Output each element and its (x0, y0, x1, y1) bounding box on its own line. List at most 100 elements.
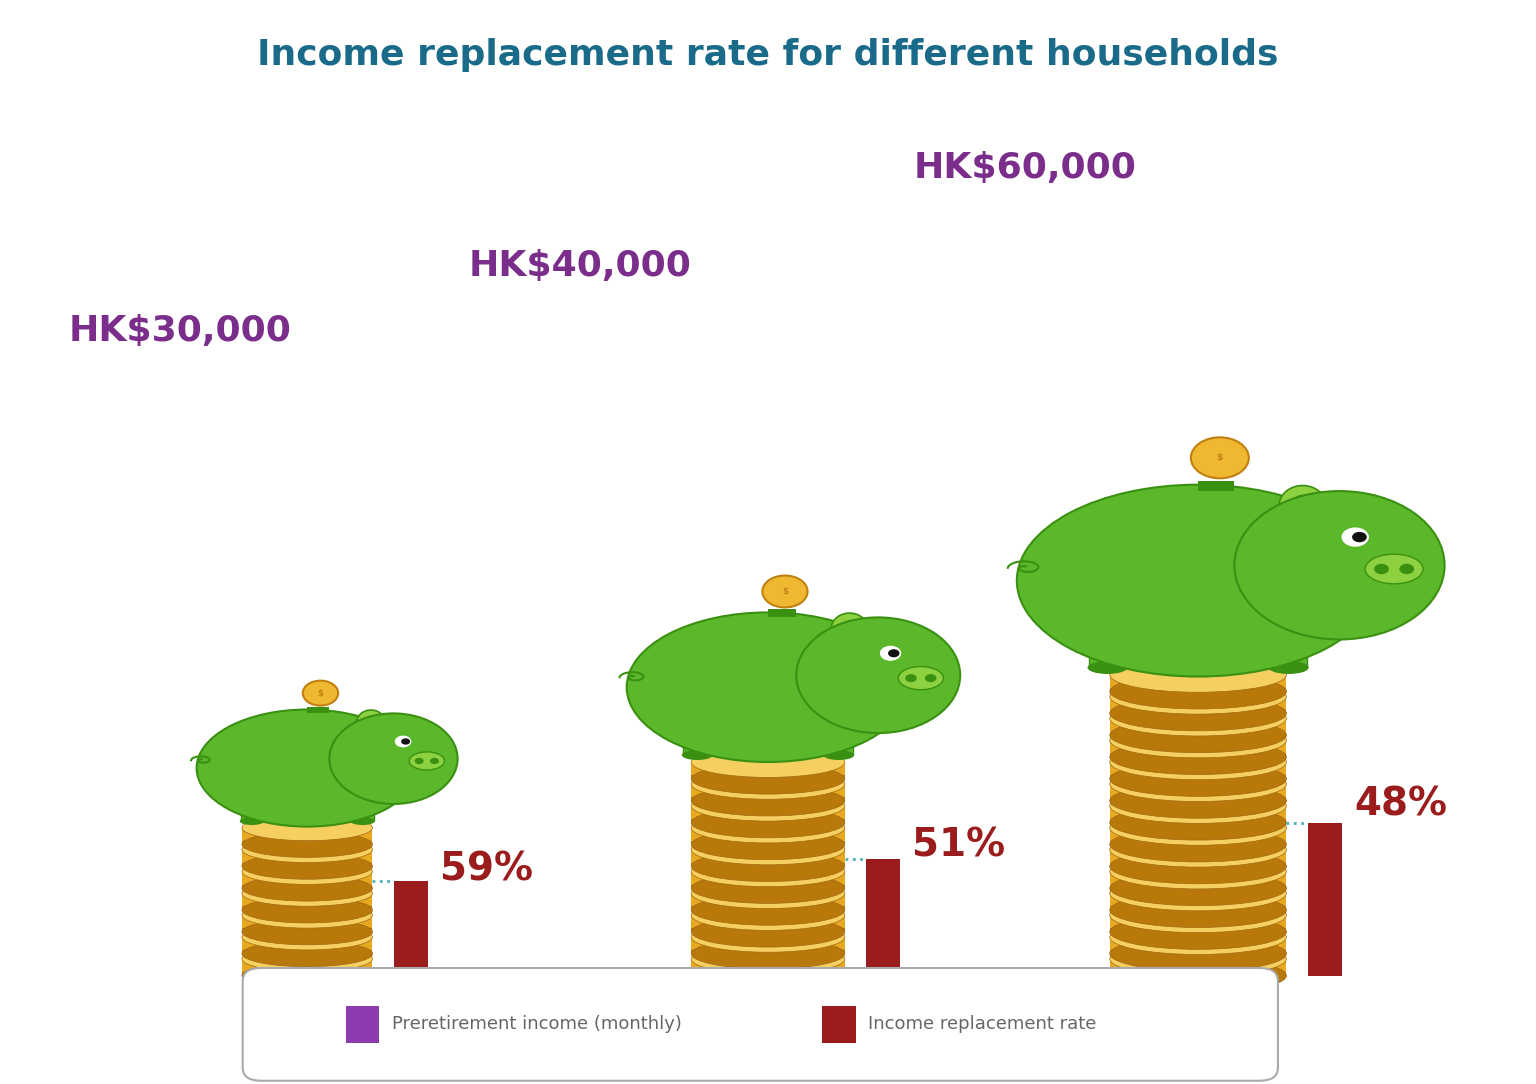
Text: $: $ (1217, 453, 1223, 462)
Ellipse shape (691, 895, 845, 926)
Circle shape (905, 674, 917, 682)
Ellipse shape (777, 750, 809, 760)
Bar (352, 796, 373, 822)
Text: $: $ (782, 586, 788, 596)
Polygon shape (1109, 775, 1287, 779)
Text: Preretirement income (monthly): Preretirement income (monthly) (392, 1016, 682, 1033)
Ellipse shape (1109, 745, 1286, 779)
Ellipse shape (243, 853, 372, 879)
Circle shape (430, 758, 439, 764)
Polygon shape (1109, 710, 1287, 713)
Bar (684, 723, 711, 756)
Circle shape (395, 736, 412, 747)
Ellipse shape (691, 764, 845, 795)
Ellipse shape (243, 837, 372, 863)
Bar (1212, 627, 1249, 668)
Bar (1089, 627, 1126, 668)
Polygon shape (1109, 915, 1287, 932)
Polygon shape (691, 950, 845, 954)
Circle shape (762, 576, 808, 607)
Bar (1270, 627, 1307, 668)
Ellipse shape (691, 747, 845, 777)
Ellipse shape (691, 873, 845, 903)
Ellipse shape (899, 667, 943, 689)
Polygon shape (1109, 732, 1287, 735)
Bar (346, 1006, 379, 1043)
Ellipse shape (243, 831, 372, 857)
Polygon shape (691, 820, 845, 823)
Ellipse shape (1269, 661, 1309, 674)
Ellipse shape (691, 786, 845, 816)
Polygon shape (691, 893, 845, 911)
Bar (1307, 823, 1342, 976)
Polygon shape (1109, 762, 1287, 779)
Bar (393, 881, 427, 976)
Circle shape (1352, 532, 1367, 542)
Ellipse shape (1109, 657, 1286, 693)
Ellipse shape (243, 859, 372, 885)
Ellipse shape (1109, 696, 1286, 731)
Ellipse shape (1366, 554, 1422, 584)
Polygon shape (243, 915, 372, 932)
Ellipse shape (1109, 941, 1286, 977)
Ellipse shape (1210, 661, 1250, 674)
Polygon shape (243, 872, 372, 888)
Ellipse shape (1109, 766, 1286, 801)
Polygon shape (243, 928, 372, 932)
Bar (316, 796, 338, 822)
Polygon shape (691, 928, 845, 932)
Bar (1198, 481, 1235, 491)
Polygon shape (691, 828, 845, 844)
Polygon shape (691, 906, 845, 911)
Polygon shape (243, 972, 372, 976)
Ellipse shape (275, 817, 300, 825)
Polygon shape (1109, 959, 1287, 976)
Circle shape (329, 713, 458, 804)
Bar (866, 859, 900, 976)
Circle shape (1341, 528, 1369, 546)
Polygon shape (1109, 675, 1287, 692)
Ellipse shape (243, 902, 372, 928)
Ellipse shape (364, 715, 378, 730)
Text: 48%: 48% (1355, 786, 1447, 824)
Ellipse shape (243, 880, 372, 906)
Polygon shape (1109, 820, 1287, 823)
Circle shape (1399, 564, 1415, 575)
Polygon shape (691, 915, 845, 932)
Ellipse shape (691, 921, 845, 952)
Polygon shape (691, 841, 845, 844)
Ellipse shape (1109, 739, 1286, 774)
Polygon shape (691, 784, 845, 801)
Ellipse shape (1109, 811, 1286, 846)
Polygon shape (691, 863, 845, 866)
Ellipse shape (409, 752, 444, 770)
Ellipse shape (727, 750, 759, 760)
Polygon shape (691, 872, 845, 888)
Ellipse shape (243, 815, 372, 841)
Polygon shape (691, 959, 845, 976)
Polygon shape (243, 850, 372, 866)
Ellipse shape (243, 941, 372, 967)
Polygon shape (691, 805, 845, 823)
Ellipse shape (831, 614, 868, 645)
Polygon shape (691, 937, 845, 954)
Bar (276, 796, 298, 822)
Ellipse shape (243, 875, 372, 901)
FancyBboxPatch shape (243, 968, 1278, 1081)
Circle shape (303, 681, 338, 706)
Polygon shape (1109, 740, 1287, 757)
Polygon shape (1109, 906, 1287, 911)
Ellipse shape (691, 829, 845, 860)
Polygon shape (243, 937, 372, 954)
Circle shape (796, 618, 960, 733)
Ellipse shape (1109, 723, 1286, 758)
Ellipse shape (691, 808, 845, 838)
Text: Income replacement rate for different households: Income replacement rate for different ho… (257, 38, 1279, 72)
Ellipse shape (243, 919, 372, 945)
Polygon shape (691, 885, 845, 888)
Ellipse shape (691, 769, 845, 799)
Ellipse shape (243, 946, 372, 971)
Polygon shape (691, 762, 845, 779)
Polygon shape (1109, 688, 1287, 692)
Bar (822, 1006, 856, 1043)
